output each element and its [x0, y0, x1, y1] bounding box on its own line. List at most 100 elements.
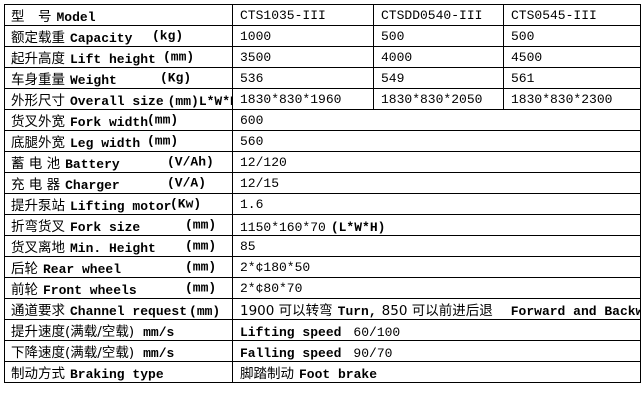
braking-value-en: Foot brake: [299, 367, 378, 382]
cell-lift-height-2: 4000: [373, 46, 504, 68]
cell-fork-width: 600: [232, 109, 641, 131]
row-label-charger: 充 电 器 Charger (V/A): [4, 172, 233, 194]
label-unit: (mm): [189, 304, 221, 319]
table-row-battery: 蓄 电 池 Battery (V/Ah) 12/120: [4, 151, 641, 173]
label-unit: (mm)L*W*H: [167, 94, 233, 109]
label-unit: (mm): [147, 112, 179, 128]
label-unit: (V/Ah): [167, 154, 214, 170]
cell-model-3: CTS0545-III: [503, 4, 641, 26]
cell-charger: 12/15: [232, 172, 641, 194]
row-label-rear-wheel: 后轮 Rear wheel (mm): [4, 256, 233, 278]
lifting-speed-value: 60/100: [353, 324, 401, 340]
channel-turn-en: Turn,: [337, 304, 377, 319]
label-en: Battery: [65, 157, 120, 172]
label-cn: 提升泵站: [11, 198, 65, 214]
cell-overall-size-3: 1830*830*2300: [503, 88, 641, 110]
row-label-braking-type: 制动方式 Braking type: [4, 361, 233, 383]
row-label-overall-size: 外形尺寸 Overall size (mm)L*W*H: [4, 88, 233, 110]
label-en: Capacity: [70, 31, 133, 46]
cell-lifting-speed: Lifting speed 60/100: [232, 319, 641, 341]
cell-lift-height-3: 4500: [503, 46, 641, 68]
label-unit: mm/s: [143, 325, 175, 340]
cell-fork-size: 1150*160*70 (L*W*H): [232, 214, 641, 236]
label-cn: 起升高度: [11, 51, 65, 67]
table-row-charger: 充 电 器 Charger (V/A) 12/15: [4, 172, 641, 194]
row-label-front-wheels: 前轮 Front wheels (mm): [4, 277, 233, 299]
row-label-fork-width: 货叉外宽 Fork width (mm): [4, 109, 233, 131]
label-unit: (kg): [152, 28, 184, 44]
cell-leg-width: 560: [232, 130, 641, 152]
label-en: Braking type: [70, 367, 164, 382]
row-label-channel-request: 通道要求 Channel request (mm): [4, 298, 233, 320]
cell-capacity-2: 500: [373, 25, 504, 47]
label-cn: 制动方式: [11, 366, 65, 382]
label-en: Overall size: [70, 94, 164, 109]
label-en: Model: [56, 10, 96, 25]
label-en: Leg width: [70, 136, 141, 151]
label-cn: 折弯货叉: [11, 219, 65, 235]
cell-model-2: CTSDD0540-III: [373, 4, 504, 26]
row-label-fork-size: 折弯货叉 Fork size (mm): [4, 214, 233, 236]
label-unit: (mm): [163, 49, 195, 65]
table-row-lifting-motor: 提升泵站 Lifting motor (Kw) 1.6: [4, 193, 641, 215]
label-cn: 型 号: [11, 9, 52, 25]
cell-weight-2: 549: [373, 67, 504, 89]
label-en: Charger: [65, 178, 120, 193]
label-unit: (mm): [185, 217, 217, 233]
row-label-battery: 蓄 电 池 Battery (V/Ah): [4, 151, 233, 173]
cell-falling-speed: Falling speed 90/70: [232, 340, 641, 362]
label-unit: (Kg): [160, 70, 192, 86]
cell-overall-size-1: 1830*830*1960: [232, 88, 374, 110]
falling-speed-value: 90/70: [353, 345, 393, 361]
cell-channel-request: 1900 可以转弯 Turn, 850 可以前进后退 Forward and Back…: [232, 298, 641, 320]
fork-size-suffix: (L*W*H): [330, 219, 386, 235]
label-cn: 前轮: [11, 282, 38, 298]
falling-speed-label: Falling speed: [240, 345, 342, 361]
table-row-fork-width: 货叉外宽 Fork width (mm) 600: [4, 109, 641, 131]
label-cn: 后轮: [11, 261, 38, 277]
cell-lifting-motor: 1.6: [232, 193, 641, 215]
label-cn: 提升速度(满载/空载): [11, 324, 135, 340]
cell-lift-height-1: 3500: [232, 46, 374, 68]
table-row-leg-width: 底腿外宽 Leg width (mm) 560: [4, 130, 641, 152]
label-en: Fork width: [70, 115, 149, 130]
cell-weight-1: 536: [232, 67, 374, 89]
row-label-lifting-speed: 提升速度(满载/空载) mm/s: [4, 319, 233, 341]
label-cn: 通道要求: [11, 303, 65, 319]
channel-turn-cn: 1900 可以转弯: [240, 303, 333, 319]
spec-table: 型 号 Model CTS1035-III CTSDD0540-III CTS05…: [4, 4, 641, 383]
table-row-lifting-speed: 提升速度(满载/空载) mm/s Lifting speed 60/100: [4, 319, 641, 341]
lifting-speed-label: Lifting speed: [240, 324, 342, 340]
row-label-min-height: 货叉离地 Min. Height (mm): [4, 235, 233, 257]
row-label-model: 型 号 Model: [4, 4, 233, 26]
table-row-channel-request: 通道要求 Channel request (mm) 1900 可以转弯 Turn, 85…: [4, 298, 641, 320]
table-row-overall-size: 外形尺寸 Overall size (mm)L*W*H 1830*830*1960 …: [4, 88, 641, 110]
cell-min-height: 85: [232, 235, 641, 257]
label-cn: 额定载重: [11, 30, 65, 46]
table-row-model: 型 号 Model CTS1035-III CTSDD0540-III CTS05…: [4, 4, 641, 26]
label-en: Weight: [70, 73, 117, 88]
cell-capacity-3: 500: [503, 25, 641, 47]
row-label-lift-height: 起升高度 Lift height (mm): [4, 46, 233, 68]
table-row-fork-size: 折弯货叉 Fork size (mm) 1150*160*70 (L*W*H): [4, 214, 641, 236]
cell-battery: 12/120: [232, 151, 641, 173]
label-unit: (mm): [185, 280, 217, 296]
cell-model-1: CTS1035-III: [232, 4, 374, 26]
label-unit: (mm): [185, 238, 217, 254]
label-en: Min. Height: [70, 241, 156, 256]
channel-fwd-en: Forward and Backward: [510, 304, 640, 319]
label-cn: 车身重量: [11, 72, 65, 88]
channel-fwd-cn: 850 可以前进后退: [381, 303, 493, 319]
label-unit: (V/A): [167, 175, 207, 191]
label-cn: 充 电 器: [11, 177, 61, 193]
table-row-braking-type: 制动方式 Braking type 脚踏制动 Foot brake: [4, 361, 641, 383]
table-row-lift-height: 起升高度 Lift height (mm) 3500 4000 4500: [4, 46, 641, 68]
label-cn: 蓄 电 池: [11, 156, 61, 172]
table-row-falling-speed: 下降速度(满载/空载) mm/s Falling speed 90/70: [4, 340, 641, 362]
row-label-capacity: 额定载重 Capacity (kg): [4, 25, 233, 47]
label-en: Fork size: [70, 220, 141, 235]
cell-front-wheels: 2*¢80*70: [232, 277, 641, 299]
label-en: Lift height: [70, 52, 156, 67]
table-row-min-height: 货叉离地 Min. Height (mm) 85: [4, 235, 641, 257]
